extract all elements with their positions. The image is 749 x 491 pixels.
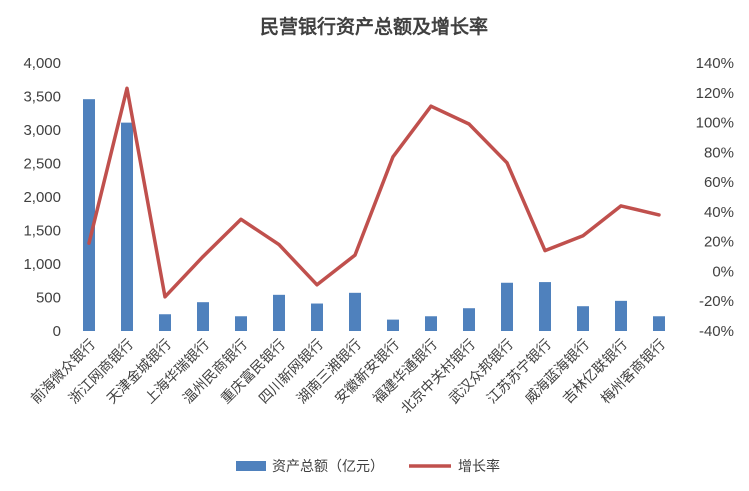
bar [83, 99, 95, 332]
line-point [543, 249, 547, 253]
line-point [505, 161, 509, 165]
right-tick-label: 0% [712, 263, 734, 280]
legend: 资产总额（亿元） 增长率 [236, 458, 500, 475]
line-point [87, 241, 91, 245]
bar [273, 294, 285, 331]
bar [121, 122, 133, 331]
bar-series [83, 99, 665, 332]
category-axis: 前海微众银行浙江网商银行天津金城银行上海华瑞银行温州民商银行重庆富民银行四川新网… [27, 336, 668, 417]
bar [425, 316, 437, 331]
bar [235, 316, 247, 331]
bar [349, 292, 361, 331]
bar [197, 302, 209, 331]
line-point [201, 255, 205, 259]
bar [577, 306, 589, 331]
left-tick-label: 1,500 [23, 223, 61, 240]
right-axis: -40% -20% 0% 20% 40% 60% 80% 100% 120% 140% [696, 55, 734, 340]
left-tick-label: 500 [36, 290, 61, 307]
line-point [277, 243, 281, 247]
bar [159, 314, 171, 331]
bar [501, 282, 513, 331]
chart-title: 民营银行资产总额及增长率 [260, 15, 488, 38]
line-point [467, 122, 471, 126]
left-tick-label: 3,000 [23, 122, 61, 139]
line-point [581, 234, 585, 238]
line-point [391, 155, 395, 159]
right-tick-label: 20% [704, 234, 734, 251]
line-point [619, 204, 623, 208]
line-point [125, 86, 129, 90]
right-tick-label: 80% [704, 144, 734, 161]
bar [615, 300, 627, 331]
legend-bar-swatch [236, 461, 266, 471]
line-series [87, 86, 661, 299]
left-axis: 0 500 1,000 1,500 2,000 2,500 3,000 3,500 4,000 [23, 55, 61, 340]
right-tick-label: 40% [704, 204, 734, 221]
line-point [163, 295, 167, 299]
line-point [429, 104, 433, 108]
bar [653, 316, 665, 331]
bar [463, 308, 475, 331]
right-tick-label: 140% [696, 55, 734, 72]
right-tick-label: -20% [699, 293, 734, 310]
bar [311, 303, 323, 331]
line-point [315, 283, 319, 287]
left-tick-label: 4,000 [23, 55, 61, 72]
legend-line-label: 增长率 [458, 458, 500, 475]
line-point [353, 253, 357, 257]
growth-rate-line [87, 86, 661, 299]
left-tick-label: 0 [53, 323, 61, 340]
bar [387, 319, 399, 331]
left-tick-label: 2,000 [23, 189, 61, 206]
bar [539, 282, 551, 331]
right-tick-label: 100% [696, 115, 734, 132]
right-tick-label: 120% [696, 85, 734, 102]
right-tick-label: 60% [704, 174, 734, 191]
left-tick-label: 1,000 [23, 256, 61, 273]
left-tick-label: 3,500 [23, 89, 61, 106]
right-tick-label: -40% [699, 323, 734, 340]
line-point [657, 213, 661, 217]
left-tick-label: 2,500 [23, 156, 61, 173]
legend-bar-label: 资产总额（亿元） [272, 459, 384, 475]
line-point [239, 217, 243, 221]
